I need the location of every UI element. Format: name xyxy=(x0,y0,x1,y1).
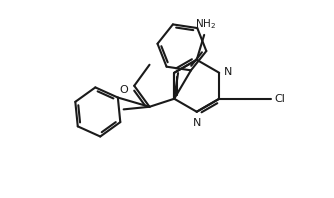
Text: Cl: Cl xyxy=(275,94,286,104)
Text: NH$_2$: NH$_2$ xyxy=(195,17,216,31)
Text: N: N xyxy=(192,118,201,128)
Text: O: O xyxy=(120,85,129,95)
Text: N: N xyxy=(224,67,232,77)
